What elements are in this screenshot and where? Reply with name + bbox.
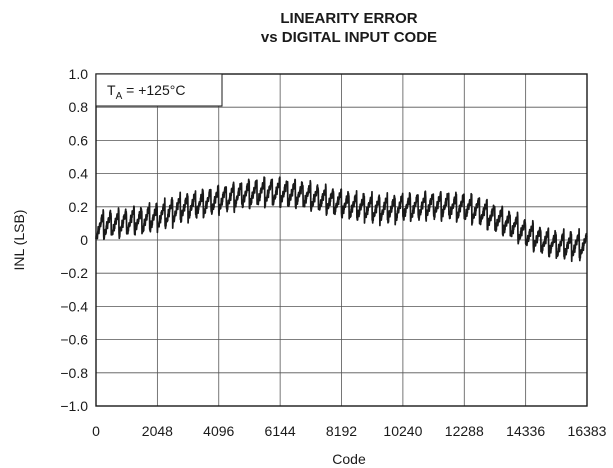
annotation-box: [95, 73, 223, 107]
y-tick-label: 0.8: [69, 99, 89, 115]
y-tick-label: −0.2: [60, 265, 88, 281]
y-tick-label: 0.6: [69, 132, 89, 148]
inl-series-line-0: [95, 176, 588, 263]
x-tick-label: 6144: [265, 423, 296, 439]
x-tick-label: 10240: [383, 423, 422, 439]
annotation-prefix: T: [107, 82, 116, 98]
annotation-subscript: A: [116, 91, 123, 102]
y-tick-label: −0.4: [60, 298, 88, 314]
x-tick-label: 8192: [326, 423, 357, 439]
annotation-suffix: = +125°C: [122, 82, 185, 98]
y-tick-label: 0.4: [69, 166, 89, 182]
x-tick-label: 0: [92, 423, 100, 439]
series-group: [95, 176, 588, 263]
x-axis-label: Code: [332, 451, 366, 467]
chart-title-line-1: LINEARITY ERROR: [280, 10, 417, 27]
x-tick-label: 16383: [568, 423, 607, 439]
x-tick-label: 14336: [506, 423, 545, 439]
y-tick-label: −1.0: [60, 398, 88, 414]
annotation-text: TA = +125°C: [107, 82, 185, 102]
grid-lines: [95, 73, 588, 407]
plot-frame: [95, 73, 588, 407]
x-tick-labels: 0 2048 4096 6144 8192 10240 12288 14336 16383: [92, 423, 607, 439]
temperature-annotation: TA = +125°C: [95, 73, 223, 107]
chart-title-line-2: vs DIGITAL INPUT CODE: [261, 29, 437, 46]
y-tick-label: −0.8: [60, 365, 88, 381]
x-tick-label: 4096: [203, 423, 234, 439]
y-tick-label: 1.0: [69, 66, 89, 82]
y-tick-label: −0.6: [60, 332, 88, 348]
x-tick-label: 12288: [445, 423, 484, 439]
y-tick-label: 0: [80, 232, 88, 248]
y-tick-label: 0.2: [69, 199, 89, 215]
y-axis-label: INL (LSB): [11, 210, 27, 271]
y-tick-labels: 1.0 0.8 0.6 0.4 0.2 0 −0.2 −0.4 −0.6 −0.8 −1.0: [60, 66, 88, 414]
x-tick-label: 2048: [142, 423, 173, 439]
